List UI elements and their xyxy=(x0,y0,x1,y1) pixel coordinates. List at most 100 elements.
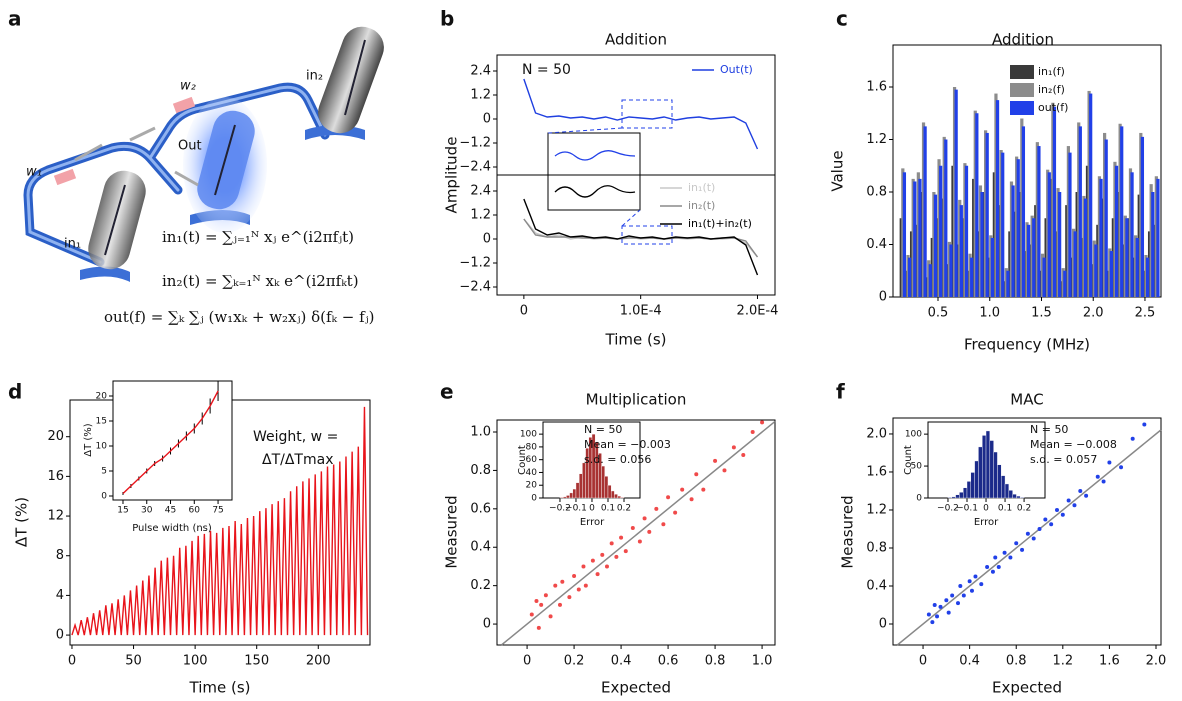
bar xyxy=(1037,146,1041,297)
annotation: s.d. = 0.056 xyxy=(584,453,651,466)
point xyxy=(1002,550,1007,555)
x-tick-label: 1.0 xyxy=(752,654,773,669)
point xyxy=(539,602,544,607)
point xyxy=(1020,547,1025,552)
bar xyxy=(933,194,938,297)
bar xyxy=(964,165,969,297)
x-axis-label: Expected xyxy=(992,679,1062,697)
point xyxy=(590,558,595,563)
hist-bar xyxy=(989,440,994,499)
bar xyxy=(1051,102,1055,297)
y-tick-label: 0 xyxy=(531,494,537,504)
hist-bar xyxy=(959,492,964,499)
point xyxy=(557,602,562,607)
point xyxy=(604,564,609,569)
bar xyxy=(970,257,974,297)
port-label: in₂ xyxy=(306,69,323,84)
y-tick-label: 2.4 xyxy=(470,64,491,79)
hist-bar xyxy=(1004,483,1010,499)
point xyxy=(1037,526,1042,531)
bar xyxy=(1132,257,1136,297)
bar xyxy=(1073,231,1077,297)
point xyxy=(595,572,600,577)
y-axis-label: Count xyxy=(903,445,914,475)
charts: −2.4 −1.2 0 1.2 2.4 Addition Amplitude N = 50 Ou… xyxy=(13,31,1167,697)
hist-bar xyxy=(614,493,618,499)
x-tick-label: 0.5 xyxy=(928,306,949,321)
point xyxy=(1072,503,1077,508)
y-tick-label: 0 xyxy=(101,492,107,502)
x-tick-label: −0.1 xyxy=(565,504,587,514)
legend-label: out(f) xyxy=(1038,101,1068,114)
y-axis-label: Measured xyxy=(443,495,461,568)
x-tick-label: 1.6 xyxy=(1099,654,1120,669)
x-tick-label: 100 xyxy=(183,654,208,669)
x-tick-label: 0.1 xyxy=(998,504,1012,514)
hist-bar xyxy=(569,492,573,499)
bar xyxy=(1140,136,1145,297)
bar xyxy=(1094,244,1098,297)
x-tick-label: 75 xyxy=(212,506,223,516)
legend-label: in₂(f) xyxy=(1038,83,1065,96)
x-tick-label: 1.2 xyxy=(1052,654,1073,669)
bar xyxy=(995,100,1000,297)
bar xyxy=(1068,152,1072,297)
x-tick-label: 1.5 xyxy=(1031,306,1052,321)
bar xyxy=(1151,192,1155,297)
bar xyxy=(1015,156,1019,297)
hist-bar xyxy=(978,446,983,499)
point xyxy=(623,549,628,554)
x-tick-label: 1.0 xyxy=(979,306,1000,321)
x-tick-label: 60 xyxy=(189,506,201,516)
point xyxy=(993,555,998,560)
annotation: ΔT/ΔTmax xyxy=(262,452,333,468)
x-tick-label: 0.2 xyxy=(564,654,585,669)
zoom-region xyxy=(621,225,673,245)
weight-element xyxy=(172,96,196,114)
x-axis-label: Expected xyxy=(601,679,671,697)
y-tick-label: 0.2 xyxy=(470,578,491,593)
bar xyxy=(1089,93,1093,297)
annotation: Mean = −0.003 xyxy=(584,438,671,451)
bar xyxy=(1035,142,1039,297)
zoom-boxes xyxy=(547,99,673,245)
chart-title: MAC xyxy=(1010,391,1043,409)
y-tick-label: 1.6 xyxy=(866,80,887,95)
bar xyxy=(920,192,924,297)
x-tick-label: 0.4 xyxy=(611,654,632,669)
hist-bar xyxy=(617,495,621,499)
point xyxy=(637,539,642,544)
y-tick-label: 50 xyxy=(911,462,923,472)
bar xyxy=(1006,270,1010,297)
point xyxy=(680,487,685,492)
zoom-trace xyxy=(554,185,636,198)
point xyxy=(583,583,588,588)
hist-bar xyxy=(559,497,564,499)
x-tick-label: 2.0 xyxy=(1083,306,1104,321)
y-tick-label: 1.0 xyxy=(470,425,491,440)
arrow xyxy=(344,39,366,116)
bar xyxy=(1032,218,1036,297)
x-tick-label: 0.2 xyxy=(617,504,631,514)
port-label: Out xyxy=(178,139,202,154)
point xyxy=(581,564,586,569)
bar xyxy=(944,139,948,297)
point xyxy=(614,554,619,559)
point xyxy=(713,458,718,463)
bar xyxy=(985,132,989,297)
y-tick-label: 10 xyxy=(96,442,108,452)
hist-bar xyxy=(997,464,1002,499)
hist-bar xyxy=(966,481,972,499)
hist-bar xyxy=(1020,497,1025,499)
equation: in₂(t) = ∑ₖ₌₁ᴺ xₖ e^(i2πfₖt) xyxy=(162,272,359,290)
x-tick-label: 15 xyxy=(117,506,128,516)
hist-bar xyxy=(955,494,960,499)
panel-label: d xyxy=(8,380,22,404)
weight-label: w₁ xyxy=(26,165,42,180)
point xyxy=(1078,488,1083,493)
hist-bar xyxy=(993,451,998,499)
bar xyxy=(908,257,912,297)
point xyxy=(647,529,652,534)
